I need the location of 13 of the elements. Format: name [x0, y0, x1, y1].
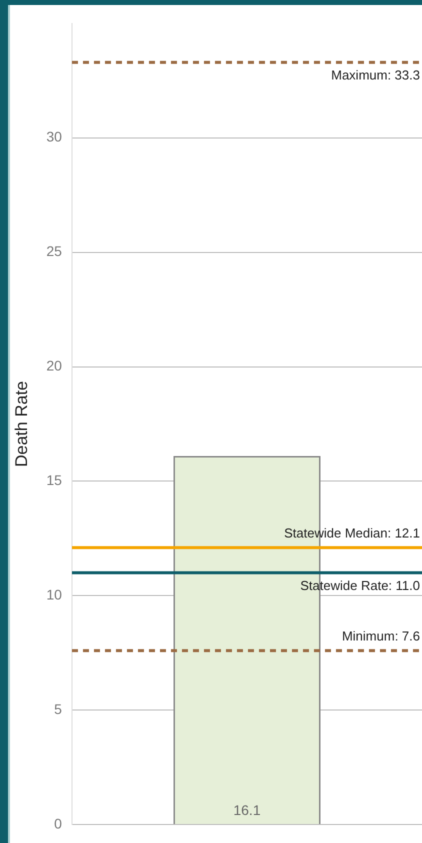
ref-line-label: Minimum: 7.6: [342, 628, 420, 644]
y-tick-label: 15: [46, 472, 62, 488]
y-tick-label: 25: [46, 243, 62, 260]
ref-line-label: Maximum: 33.3: [331, 67, 420, 82]
y-tick-label: 0: [54, 815, 62, 832]
y-tick-label: 5: [54, 701, 62, 717]
y-axis-title: Death Rate: [12, 381, 31, 467]
ref-line-label: Statewide Rate: 11.0: [300, 578, 420, 593]
ref-line-label: Statewide Median: 12.1: [284, 526, 420, 541]
y-tick-label: 30: [46, 128, 62, 145]
data-label: 16.1: [233, 802, 261, 818]
y-tick-label: 20: [46, 358, 62, 374]
y-tick-label: 10: [46, 586, 62, 603]
